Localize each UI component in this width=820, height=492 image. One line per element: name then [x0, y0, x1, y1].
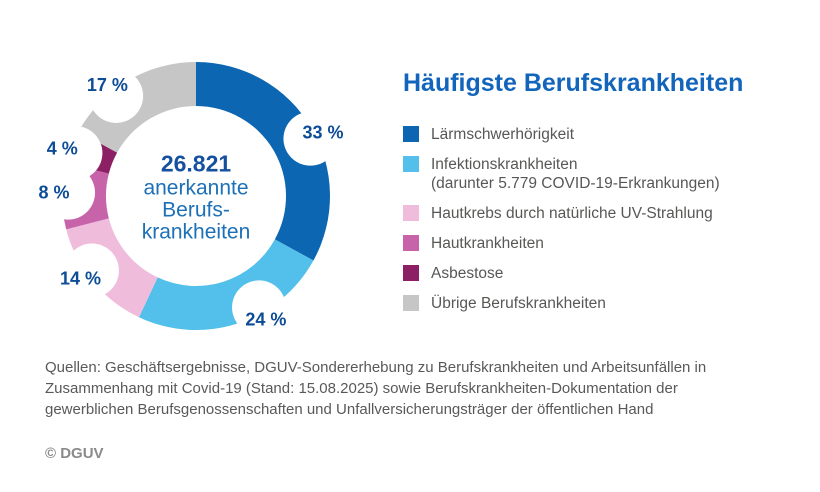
legend-item-3: Hautkrebs durch natürliche UV-Strahlung [403, 204, 813, 223]
legend-swatch [403, 235, 419, 251]
legend-swatch [403, 205, 419, 221]
legend-label: Hautkrebs durch natürliche UV-Strahlung [431, 205, 713, 222]
label-notch [89, 68, 144, 123]
percent-label: 14 % [60, 269, 101, 289]
total-label-line: krankheiten [141, 220, 251, 244]
donut-chart: 33 % 24 % 14 % 8 % 4 % 17 % 26.821 anerkannte… [0, 0, 400, 400]
legend-item-2: Infektionskrankheiten (darunter 5.779 COV… [403, 155, 813, 193]
total-label: anerkannte Berufs-krankheiten [96, 176, 296, 244]
label-notch [48, 126, 103, 181]
total-value: 26.821 [160, 150, 232, 177]
right-column: Häufigste Berufskrankheiten Lärmschwerhö… [403, 70, 813, 313]
legend-item-5: Asbestose [403, 264, 813, 283]
source-line: Quellen: Geschäftsergebnisse, DGUV-Sonde… [45, 359, 707, 376]
legend-label: Infektionskrankheiten (darunter 5.779 COV… [431, 156, 720, 192]
chart-title: Häufigste Berufskrankheiten [403, 69, 744, 97]
source-text: Quellen: Geschäftsergebnisse, DGUV-Sonde… [45, 357, 765, 420]
source-line: Zusammenhang mit Covid-19 (Stand: 15.08.… [45, 380, 678, 397]
legend-label: Lärmschwerhörigkeit [431, 126, 574, 143]
legend-label: Hautkrankheiten [431, 235, 544, 252]
donut-svg: 33 % 24 % 14 % 8 % 4 % 17 % [39, 62, 344, 335]
donut-segment-1 [196, 62, 331, 261]
donut-center-label: 26.821 anerkannte Berufs-krankheiten [96, 151, 296, 244]
legend-item-1: Lärmschwerhörigkeit [403, 125, 813, 144]
total-label-line: anerkannte [143, 176, 249, 200]
legend-swatch [403, 265, 419, 281]
percent-label: 4 % [47, 138, 78, 158]
percent-label: 17 % [87, 75, 128, 95]
legend-label: Übrige Berufskrankheiten [431, 295, 606, 312]
source-line: gewerblichen Berufsgenossenschaften und … [45, 401, 654, 418]
label-notches [41, 68, 338, 335]
percent-labels: 33 % 24 % 14 % 8 % 4 % 17 % [39, 75, 344, 330]
legend-swatch [403, 295, 419, 311]
percent-label: 24 % [245, 310, 286, 330]
legend-swatch [403, 156, 419, 172]
donut-segment-2 [138, 239, 314, 331]
legend-item-4: Hautkrankheiten [403, 234, 813, 253]
copyright: © DGUV [45, 445, 104, 462]
total-label-line: Berufs- [162, 198, 230, 222]
legend: Lärmschwerhörigkeit Infektionskrankheiten… [403, 125, 813, 313]
percent-label: 33 % [302, 122, 343, 142]
legend-label: Asbestose [431, 265, 504, 282]
label-notch [283, 111, 338, 166]
percent-label: 8 % [39, 182, 70, 202]
legend-swatch [403, 126, 419, 142]
label-notch [64, 243, 119, 298]
label-notch [232, 280, 287, 335]
legend-item-6: Übrige Berufskrankheiten [403, 294, 813, 313]
